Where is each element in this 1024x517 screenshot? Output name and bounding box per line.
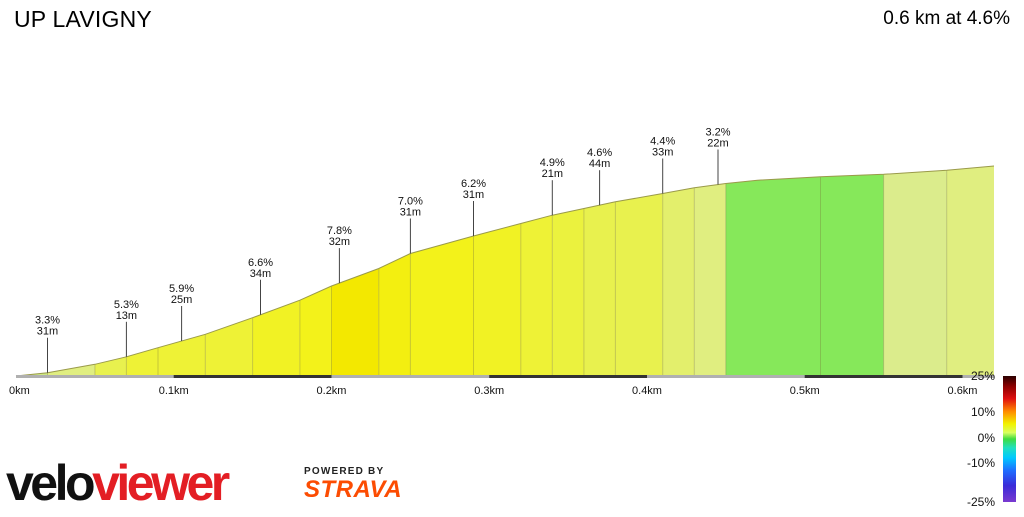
annotation-length: 25m (171, 294, 192, 306)
gradient-segment (615, 193, 663, 376)
annotation-length: 13m (116, 310, 137, 322)
annotation-length: 31m (400, 207, 421, 219)
gradient-segment (662, 187, 695, 376)
x-tick-label: 0.4km (632, 385, 662, 397)
grade-scale-label: 10% (971, 405, 995, 419)
gradient-segment (694, 183, 726, 376)
annotation-grade: 7.0% (398, 196, 423, 208)
grade-scale-label: 0% (978, 431, 996, 445)
annotation-grade: 7.8% (327, 225, 352, 237)
annotation-length: 44m (589, 158, 610, 170)
annotation-grade: 6.2% (461, 178, 486, 190)
annotation-length: 31m (37, 326, 58, 338)
grade-scale-label: 25% (971, 369, 995, 383)
grade-scale-bar (1003, 376, 1016, 502)
x-tick-label: 0.3km (474, 385, 504, 397)
annotation-length: 33m (652, 147, 673, 159)
annotation-grade: 5.3% (114, 299, 139, 311)
annotation-grade: 6.6% (248, 257, 273, 269)
gradient-segment (331, 268, 379, 376)
gradient-segment (820, 174, 884, 376)
annotation-grade: 4.4% (650, 136, 675, 148)
gradient-segment (94, 356, 127, 376)
annotation-grade: 5.9% (169, 283, 194, 295)
gradient-segment (378, 253, 411, 376)
annotation-length: 31m (463, 189, 484, 201)
annotation-length: 34m (250, 268, 271, 280)
x-tick-label: 0.2km (317, 385, 347, 397)
veloviewer-logo-text: veloviewer (6, 455, 230, 511)
segment-summary: 0.6 km at 4.6% (883, 8, 1010, 29)
gradient-segment (946, 166, 994, 376)
x-tick-label: 0km (9, 385, 30, 397)
x-tick-label: 0.5km (790, 385, 820, 397)
strava-badge: POWERED BY STRAVA (304, 466, 402, 504)
page-title: UP LAVIGNY (14, 6, 152, 32)
grade-scale-label: -25% (967, 495, 995, 509)
gradient-segment (252, 300, 300, 376)
annotation-length: 21m (542, 168, 563, 180)
annotation-grade: 3.2% (705, 127, 730, 139)
annotation-length: 22m (707, 138, 728, 150)
strava-logo: STRAVA (304, 476, 403, 503)
veloviewer-logo: veloviewer (4, 452, 294, 512)
annotation-grade: 4.6% (587, 147, 612, 159)
annotation-grade: 3.3% (35, 315, 60, 327)
gradient-segment (520, 215, 553, 376)
gradient-segment (725, 176, 821, 376)
gradient-segment (883, 170, 947, 376)
gradient-segment (299, 286, 332, 376)
gradient-segment (552, 208, 584, 376)
gradient-segment (205, 317, 253, 376)
x-tick-label: 0.6km (948, 385, 978, 397)
x-tick-label: 0.1km (159, 385, 189, 397)
profile-outline (15, 165, 995, 377)
gradient-segment (47, 364, 95, 376)
annotation-length: 32m (329, 236, 350, 248)
grade-scale-label: -10% (967, 456, 995, 470)
gradient-segment (410, 236, 474, 376)
gradient-segment (583, 201, 616, 376)
gradient-segment (473, 223, 521, 376)
powered-by-label: POWERED BY (304, 466, 385, 477)
annotation-grade: 4.9% (540, 157, 565, 169)
